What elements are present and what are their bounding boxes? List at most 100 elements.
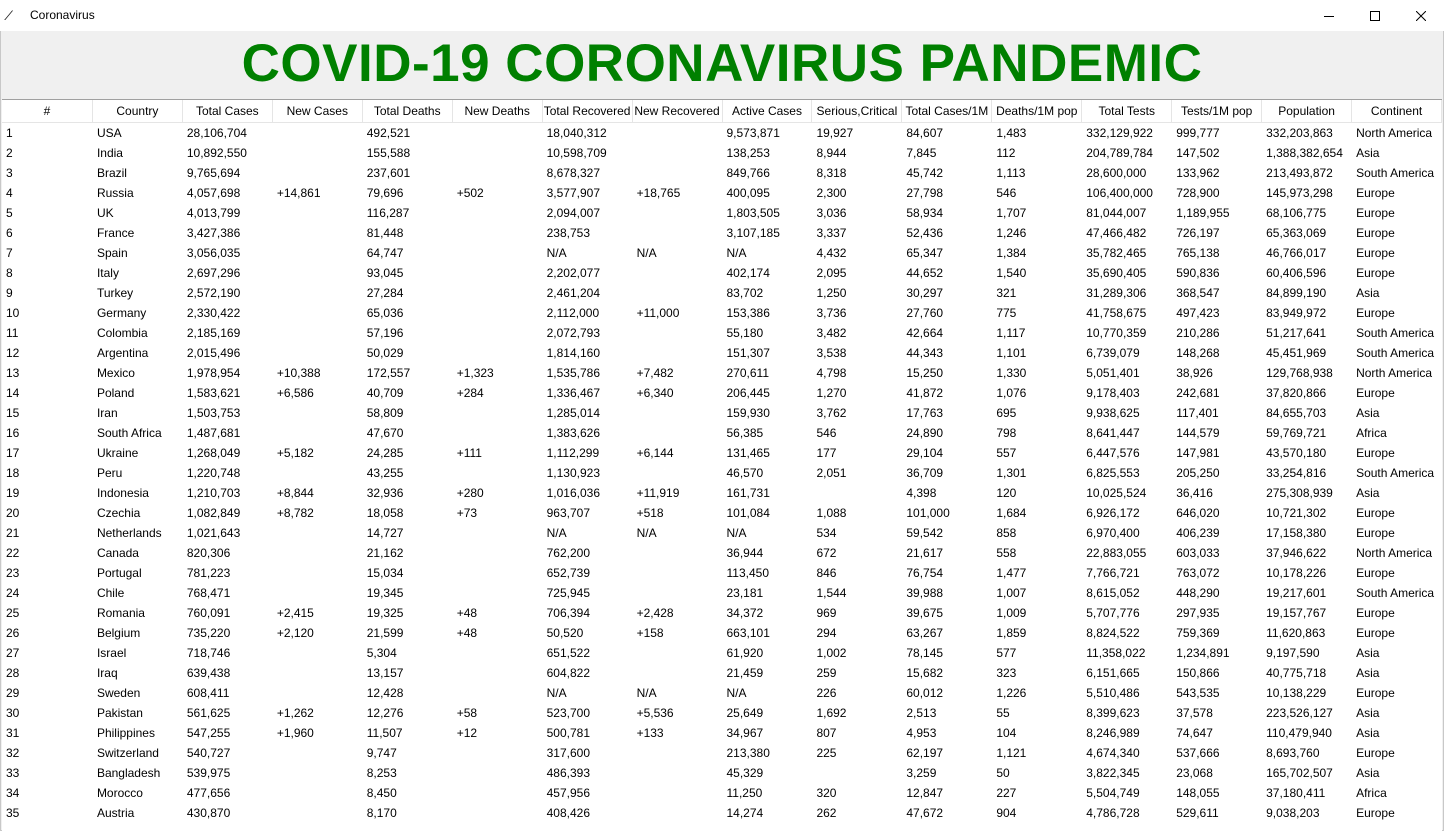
table-row[interactable]: 2 India 10,892,550 155,588 10,598,709 138,253… bbox=[2, 143, 1442, 163]
table-cell: 2,572,190 bbox=[186, 286, 241, 300]
table-row[interactable]: 19 Indonesia 1,210,703 +8,844 32,936 +280 1,01… bbox=[2, 483, 1442, 503]
table-cell: 205,250 bbox=[1176, 466, 1220, 480]
table-row[interactable]: 16 South Africa 1,487,681 47,670 1,383,626 56… bbox=[2, 423, 1442, 443]
table-cell: 523,700 bbox=[546, 706, 591, 720]
table-cell: 6,970,400 bbox=[1086, 526, 1140, 540]
column-header[interactable]: New Recovered bbox=[633, 100, 723, 122]
column-header[interactable]: Deaths/1M pop bbox=[992, 100, 1083, 122]
table-row[interactable]: 14 Poland 1,583,621 +6,586 40,709 +284 1,336,4… bbox=[2, 383, 1442, 403]
table-row[interactable]: 31 Philippines 547,255 +1,960 11,507 +12 500,7… bbox=[2, 723, 1442, 743]
table-cell bbox=[273, 223, 363, 243]
table-row[interactable]: 28 Iraq 639,438 13,157 604,822 21,459 259 15,68… bbox=[2, 663, 1442, 683]
table-row[interactable]: 9 Turkey 2,572,190 27,284 2,461,204 83,702 1,2… bbox=[2, 283, 1442, 303]
table-row[interactable]: 33 Bangladesh 539,975 8,253 486,393 45,329 3,2… bbox=[2, 763, 1442, 783]
table-row[interactable]: 6 France 3,427,386 81,448 238,753 3,107,185 3,… bbox=[2, 223, 1442, 243]
table-cell: 10,178,226 bbox=[1266, 566, 1327, 580]
table-cell: 8,944 bbox=[816, 146, 847, 160]
table-cell: 23 bbox=[6, 566, 20, 580]
table-cell bbox=[812, 483, 902, 503]
column-header[interactable]: Total Recovered bbox=[543, 100, 633, 122]
table-row[interactable]: 7 Spain 3,056,035 64,747 N/A N/A N/A 4,432 65,34… bbox=[2, 243, 1442, 263]
table-cell bbox=[453, 123, 543, 143]
table-row[interactable]: 27 Israel 718,746 5,304 651,522 61,920 1,002 78… bbox=[2, 643, 1442, 663]
table-cell: +158 bbox=[636, 626, 664, 640]
table-row[interactable]: 3 Brazil 9,765,694 237,601 8,678,327 849,766 8… bbox=[2, 163, 1442, 183]
column-header[interactable]: Serious,Critical bbox=[812, 100, 903, 122]
table-row[interactable]: 25 Romania 760,091 +2,415 19,325 +48 706,394 +2… bbox=[2, 603, 1442, 623]
column-header[interactable]: Total Tests bbox=[1082, 100, 1173, 122]
table-cell: 760,091 bbox=[186, 606, 231, 620]
table-cell bbox=[273, 403, 363, 423]
table-cell: 639,438 bbox=[186, 666, 231, 680]
table-cell: Asia bbox=[1356, 766, 1380, 780]
table-cell: Turkey bbox=[96, 286, 134, 300]
table-row[interactable]: 20 Czechia 1,082,849 +8,782 18,058 +73 963,707… bbox=[2, 503, 1442, 523]
table-row[interactable]: 13 Mexico 1,978,954 +10,388 172,557 +1,323 1,5… bbox=[2, 363, 1442, 383]
table-cell: 672 bbox=[816, 546, 837, 560]
table-cell: 129,768,938 bbox=[1266, 366, 1333, 380]
table-row[interactable]: 12 Argentina 2,015,496 50,029 1,814,160 151,3… bbox=[2, 343, 1442, 363]
table-cell: 50,520 bbox=[546, 626, 584, 640]
table-cell: 17 bbox=[6, 446, 20, 460]
table-row[interactable]: 23 Portugal 781,223 15,034 652,739 113,450 846… bbox=[2, 563, 1442, 583]
table-row[interactable]: 30 Pakistan 561,625 +1,262 12,276 +58 523,700 +… bbox=[2, 703, 1442, 723]
table-row[interactable]: 15 Iran 1,503,753 58,809 1,285,014 159,930 3,7… bbox=[2, 403, 1442, 423]
table-cell: 2,015,496 bbox=[186, 346, 241, 360]
table-cell bbox=[453, 423, 543, 443]
table-row[interactable]: 34 Morocco 477,656 8,450 457,956 11,250 320 12,… bbox=[2, 783, 1442, 803]
covid-table[interactable]: # Country Total Cases New Cases Total Deaths… bbox=[2, 99, 1442, 831]
window-title: Coronavirus bbox=[30, 8, 95, 22]
table-cell: 561,625 bbox=[186, 706, 231, 720]
column-header[interactable]: Continent bbox=[1352, 100, 1442, 122]
column-header[interactable]: Tests/1M pop bbox=[1172, 100, 1263, 122]
table-row[interactable]: 18 Peru 1,220,748 43,255 1,130,923 46,570 2,05… bbox=[2, 463, 1442, 483]
column-header[interactable]: Active Cases bbox=[723, 100, 813, 122]
table-cell: Portugal bbox=[96, 566, 142, 580]
table-row[interactable]: 24 Chile 768,471 19,345 725,945 23,181 1,544 39… bbox=[2, 583, 1442, 603]
close-button[interactable] bbox=[1398, 0, 1444, 31]
column-header[interactable]: New Deaths bbox=[453, 100, 543, 122]
table-cell bbox=[453, 783, 543, 803]
table-row[interactable]: 32 Switzerland 540,727 9,747 317,600 213,380 2… bbox=[2, 743, 1442, 763]
column-header[interactable]: Country bbox=[93, 100, 183, 122]
table-cell: 1,859 bbox=[996, 626, 1027, 640]
table-cell bbox=[453, 543, 543, 563]
table-cell: 646,020 bbox=[1176, 506, 1220, 520]
table-cell: 999,777 bbox=[1176, 126, 1220, 140]
column-header[interactable]: Population bbox=[1262, 100, 1353, 122]
table-row[interactable]: 1 USA 28,106,704 492,521 18,040,312 9,573,871… bbox=[2, 123, 1442, 143]
table-cell: Ukraine bbox=[96, 446, 139, 460]
table-cell: South America bbox=[1356, 586, 1435, 600]
table-cell: 718,746 bbox=[186, 646, 231, 660]
minimize-button[interactable] bbox=[1306, 0, 1352, 31]
table-row[interactable]: 4 Russia 4,057,698 +14,861 79,696 +502 3,577,9… bbox=[2, 183, 1442, 203]
table-cell: Africa bbox=[1356, 786, 1387, 800]
column-header[interactable]: Total Deaths bbox=[363, 100, 453, 122]
table-cell: 57,196 bbox=[366, 326, 404, 340]
table-row[interactable]: 10 Germany 2,330,422 65,036 2,112,000 +11,000… bbox=[2, 303, 1442, 323]
column-header[interactable]: # bbox=[2, 100, 93, 122]
table-cell: Europe bbox=[1356, 206, 1395, 220]
table-cell: 275,308,939 bbox=[1266, 486, 1333, 500]
table-row[interactable]: 8 Italy 2,697,296 93,045 2,202,077 402,174 2,0… bbox=[2, 263, 1442, 283]
table-cell: 68,106,775 bbox=[1266, 206, 1327, 220]
table-row[interactable]: 5 UK 4,013,799 116,287 2,094,007 1,803,505 3,0… bbox=[2, 203, 1442, 223]
table-cell: Colombia bbox=[96, 326, 148, 340]
maximize-button[interactable] bbox=[1352, 0, 1398, 31]
table-cell: Africa bbox=[1356, 426, 1387, 440]
column-header[interactable]: Total Cases/1M bbox=[902, 100, 993, 122]
column-header[interactable]: New Cases bbox=[273, 100, 363, 122]
table-row[interactable]: 11 Colombia 2,185,169 57,196 2,072,793 55,180… bbox=[2, 323, 1442, 343]
table-row[interactable]: 35 Austria 430,870 8,170 408,426 14,274 262 47,… bbox=[2, 803, 1442, 823]
table-row[interactable]: 29 Sweden 608,411 12,428 N/A N/A N/A 226 60,012 1… bbox=[2, 683, 1442, 703]
table-cell: 1,189,955 bbox=[1176, 206, 1230, 220]
table-cell: Bangladesh bbox=[96, 766, 161, 780]
table-row[interactable]: 26 Belgium 735,220 +2,120 21,599 +48 50,520 +15… bbox=[2, 623, 1442, 643]
table-cell: 59,542 bbox=[906, 526, 944, 540]
table-cell: 846 bbox=[816, 566, 837, 580]
table-row[interactable]: 21 Netherlands 1,021,643 14,727 N/A N/A N/A 534… bbox=[2, 523, 1442, 543]
table-cell bbox=[633, 203, 723, 223]
table-row[interactable]: 17 Ukraine 1,268,049 +5,182 24,285 +111 1,112,… bbox=[2, 443, 1442, 463]
table-row[interactable]: 22 Canada 820,306 21,162 762,200 36,944 672 21,… bbox=[2, 543, 1442, 563]
column-header[interactable]: Total Cases bbox=[183, 100, 273, 122]
